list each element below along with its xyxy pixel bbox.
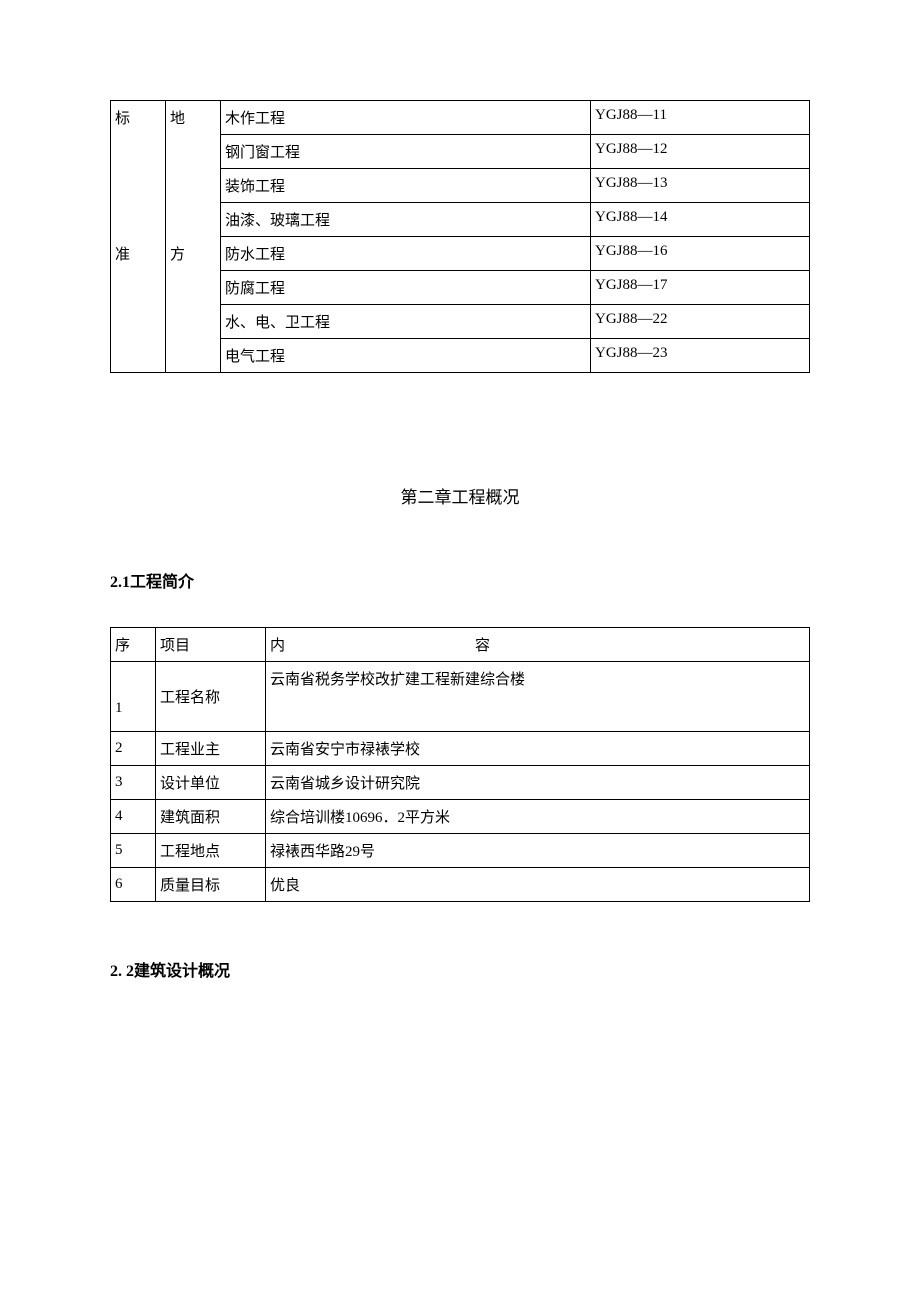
table2-row5-seq: 6	[111, 868, 156, 902]
section-21-title: 2.1工程简介	[110, 568, 810, 592]
table2-row4-seq: 5	[111, 834, 156, 868]
standards-table: 标 地 木作工程 YGJ88—11 钢门窗工程 YGJ88—12 装饰工程 YG…	[110, 100, 810, 373]
table1-row3-code: YGJ88—14	[591, 203, 810, 237]
table2-row3-item: 建筑面积	[156, 800, 266, 834]
chapter-title: 第二章工程概况	[110, 483, 810, 508]
table2-header-content-left: 内	[270, 634, 285, 655]
table1-col2-bottom: 方	[166, 237, 221, 373]
table1-row2-name: 装饰工程	[221, 169, 591, 203]
table2-row2-seq: 3	[111, 766, 156, 800]
table2-header-content-right: 容	[475, 634, 490, 655]
table1-row2-code: YGJ88—13	[591, 169, 810, 203]
table2-header-seq: 序	[111, 628, 156, 662]
table1-row1-name: 钢门窗工程	[221, 135, 591, 169]
table1-col1-bottom: 准	[111, 237, 166, 373]
table2-row1-item: 工程业主	[156, 732, 266, 766]
table1-row6-name: 水、电、卫工程	[221, 305, 591, 339]
table2-row5-item: 质量目标	[156, 868, 266, 902]
table2-row2-item: 设计单位	[156, 766, 266, 800]
table2-header-content: 内 容	[266, 628, 810, 662]
table2-row0-item: 工程名称	[156, 662, 266, 732]
table1-row4-name: 防水工程	[221, 237, 591, 271]
table2-row2-content: 云南省城乡设计研究院	[266, 766, 810, 800]
table1-col1-top: 标	[111, 101, 166, 237]
project-summary-table: 序 项目 内 容 1 工程名称 云南省税务学校改扩建工程新建综合楼 2 工程业主…	[110, 627, 810, 902]
table2-header-item: 项目	[156, 628, 266, 662]
table1-row3-name: 油漆、玻璃工程	[221, 203, 591, 237]
table2-row5-content: 优良	[266, 868, 810, 902]
table1-row7-name: 电气工程	[221, 339, 591, 373]
table2-row4-item: 工程地点	[156, 834, 266, 868]
table1-row1-code: YGJ88—12	[591, 135, 810, 169]
table1-row0-code: YGJ88—11	[591, 101, 810, 135]
table1-row4-code: YGJ88—16	[591, 237, 810, 271]
table1-row7-code: YGJ88—23	[591, 339, 810, 373]
table2-row1-content: 云南省安宁市禄裱学校	[266, 732, 810, 766]
table2-row0-seq: 1	[111, 662, 156, 732]
table1-row5-code: YGJ88—17	[591, 271, 810, 305]
table2-row3-content: 综合培训楼10696．2平方米	[266, 800, 810, 834]
section-22-title: 2. 2建筑设计概况	[110, 957, 810, 981]
table1-row5-name: 防腐工程	[221, 271, 591, 305]
table2-row0-content: 云南省税务学校改扩建工程新建综合楼	[266, 662, 810, 732]
table2-row3-seq: 4	[111, 800, 156, 834]
table2-row4-content: 禄裱西华路29号	[266, 834, 810, 868]
table1-col2-top: 地	[166, 101, 221, 237]
table1-row0-name: 木作工程	[221, 101, 591, 135]
table2-row1-seq: 2	[111, 732, 156, 766]
table1-row6-code: YGJ88—22	[591, 305, 810, 339]
